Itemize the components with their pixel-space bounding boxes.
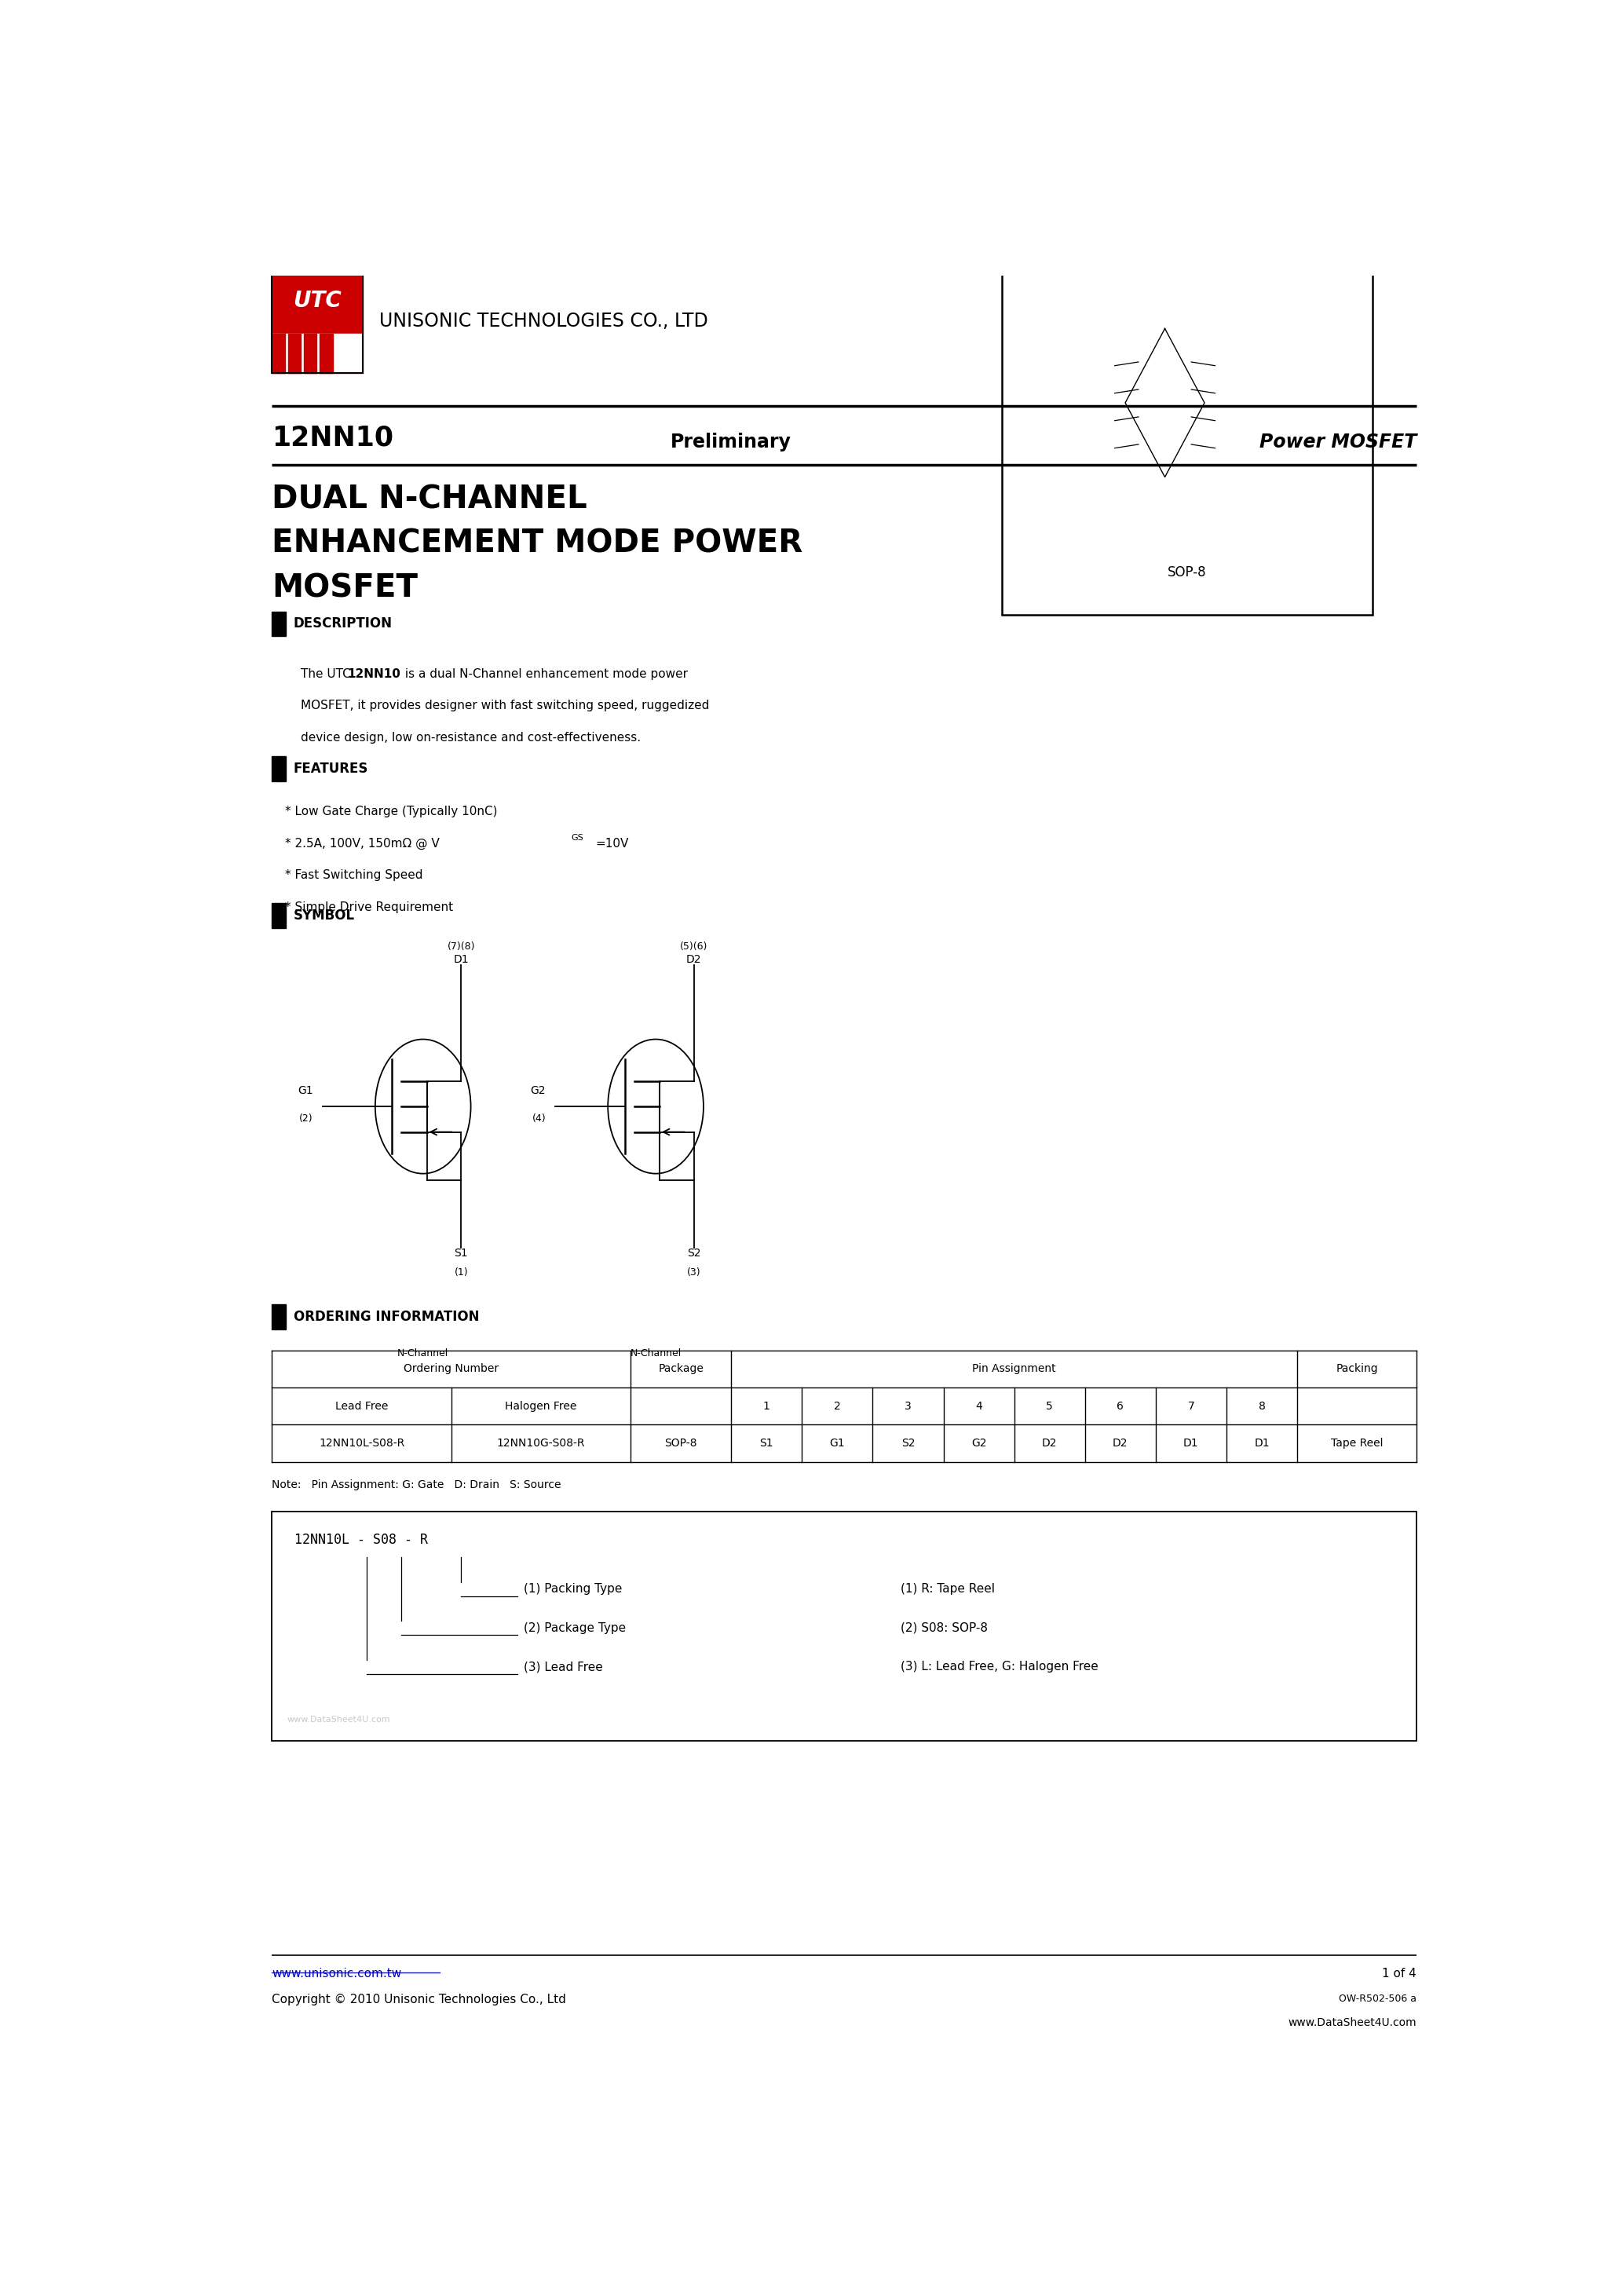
Text: GS: GS	[571, 833, 584, 843]
Bar	[273, 271, 362, 372]
Text: UTC: UTC	[294, 289, 341, 312]
Text: Note:   Pin Assignment: G: Gate   D: Drain   S: Source: Note: Pin Assignment: G: Gate D: Drain S…	[273, 1479, 562, 1490]
Text: G1: G1	[297, 1086, 313, 1097]
Bar	[273, 1304, 286, 1329]
Text: (3) Lead Free: (3) Lead Free	[524, 1660, 602, 1674]
Text: OW-R502-506 a: OW-R502-506 a	[1339, 1993, 1417, 2004]
Bar	[273, 333, 362, 372]
Text: G1: G1	[829, 1437, 846, 1449]
Text: (2): (2)	[299, 1114, 313, 1123]
Text: (1) R: Tape Reel: (1) R: Tape Reel	[901, 1584, 995, 1596]
Text: D2: D2	[1113, 1437, 1128, 1449]
Text: 12NN10: 12NN10	[347, 668, 401, 680]
Text: SOP-8: SOP-8	[1167, 565, 1206, 579]
Text: (3) L: Lead Free, G: Halogen Free: (3) L: Lead Free, G: Halogen Free	[901, 1660, 1099, 1674]
Text: Package: Package	[659, 1364, 703, 1375]
Text: D1: D1	[1183, 1437, 1199, 1449]
Text: (4): (4)	[532, 1114, 545, 1123]
Text: ENHANCEMENT MODE POWER: ENHANCEMENT MODE POWER	[273, 528, 803, 560]
Text: (2) S08: SOP-8: (2) S08: SOP-8	[901, 1621, 988, 1635]
Text: N-Channel: N-Channel	[630, 1348, 682, 1359]
Text: (5)(6): (5)(6)	[680, 941, 708, 953]
Text: 12NN10L - S08 - R: 12NN10L - S08 - R	[295, 1531, 428, 1548]
Text: (1): (1)	[454, 1267, 467, 1279]
Text: The UTC: The UTC	[300, 668, 355, 680]
Text: Copyright © 2010 Unisonic Technologies Co., Ltd: Copyright © 2010 Unisonic Technologies C…	[273, 1993, 566, 2007]
Text: MOSFET: MOSFET	[273, 572, 419, 604]
Bar	[273, 333, 286, 372]
Text: D1: D1	[453, 955, 469, 964]
Text: 1: 1	[763, 1401, 769, 1412]
Text: DESCRIPTION: DESCRIPTION	[294, 618, 393, 631]
Text: Pin Assignment: Pin Assignment	[972, 1364, 1057, 1375]
Text: S2: S2	[901, 1437, 915, 1449]
Bar	[320, 333, 333, 372]
Text: G2: G2	[971, 1437, 987, 1449]
Text: S2: S2	[687, 1247, 701, 1258]
Text: S1: S1	[760, 1437, 774, 1449]
Text: 8: 8	[1258, 1401, 1266, 1412]
Text: N-Channel: N-Channel	[398, 1348, 448, 1359]
Text: www.DataSheet4U.com: www.DataSheet4U.com	[287, 1715, 391, 1724]
Text: MOSFET, it provides designer with fast switching speed, ruggedized: MOSFET, it provides designer with fast s…	[300, 700, 709, 712]
Text: UNISONIC TECHNOLOGIES CO., LTD: UNISONIC TECHNOLOGIES CO., LTD	[378, 312, 708, 331]
Text: www.DataSheet4U.com: www.DataSheet4U.com	[1289, 2016, 1417, 2027]
Text: * Fast Switching Speed: * Fast Switching Speed	[284, 870, 422, 882]
Text: 6: 6	[1117, 1401, 1123, 1412]
Text: Ordering Number: Ordering Number	[404, 1364, 498, 1375]
Text: Packing: Packing	[1336, 1364, 1378, 1375]
Bar	[304, 333, 316, 372]
Text: SOP-8: SOP-8	[664, 1437, 698, 1449]
Text: DUAL N-CHANNEL: DUAL N-CHANNEL	[273, 484, 588, 517]
Text: D1: D1	[1255, 1437, 1269, 1449]
Text: Halogen Free: Halogen Free	[505, 1401, 576, 1412]
Bar	[287, 333, 300, 372]
Bar	[273, 271, 362, 372]
Text: * Low Gate Charge (Typically 10nC): * Low Gate Charge (Typically 10nC)	[284, 806, 497, 817]
Text: is a dual N-Channel enhancement mode power: is a dual N-Channel enhancement mode pow…	[401, 668, 688, 680]
Text: (3): (3)	[687, 1267, 701, 1279]
Text: 1 of 4: 1 of 4	[1383, 1968, 1417, 1979]
Text: S1: S1	[454, 1247, 467, 1258]
Text: =10V: =10V	[596, 838, 628, 850]
Text: 12NN10: 12NN10	[273, 425, 394, 450]
Text: D2: D2	[687, 955, 701, 964]
Bar	[1001, 262, 1373, 615]
Text: Power MOSFET: Power MOSFET	[1259, 434, 1417, 452]
Text: 3: 3	[904, 1401, 912, 1412]
Text: * Simple Drive Requirement: * Simple Drive Requirement	[284, 902, 453, 914]
Text: 5: 5	[1047, 1401, 1053, 1412]
Text: Lead Free: Lead Free	[336, 1401, 388, 1412]
Text: (7)(8): (7)(8)	[448, 941, 476, 953]
Text: G2: G2	[531, 1086, 545, 1097]
Text: (1) Packing Type: (1) Packing Type	[524, 1584, 622, 1596]
Text: 4: 4	[975, 1401, 982, 1412]
Text: 2: 2	[834, 1401, 841, 1412]
Text: Preliminary: Preliminary	[670, 434, 792, 452]
Text: www.unisonic.com.tw: www.unisonic.com.tw	[273, 1968, 403, 1979]
Text: 12NN10G-S08-R: 12NN10G-S08-R	[497, 1437, 584, 1449]
Text: device design, low on-resistance and cost-effectiveness.: device design, low on-resistance and cos…	[300, 732, 641, 744]
Text: (2) Package Type: (2) Package Type	[524, 1621, 626, 1635]
Bar	[273, 755, 286, 781]
Text: SYMBOL: SYMBOL	[294, 909, 355, 923]
Text: 12NN10L-S08-R: 12NN10L-S08-R	[318, 1437, 404, 1449]
Bar	[273, 902, 286, 928]
Text: ORDERING INFORMATION: ORDERING INFORMATION	[294, 1309, 479, 1325]
Text: FEATURES: FEATURES	[294, 762, 368, 776]
Bar	[273, 1511, 1417, 1740]
Bar	[273, 611, 286, 636]
Text: Tape Reel: Tape Reel	[1331, 1437, 1383, 1449]
Text: 7: 7	[1188, 1401, 1195, 1412]
Text: * 2.5A, 100V, 150mΩ @ V: * 2.5A, 100V, 150mΩ @ V	[284, 838, 440, 850]
Text: D2: D2	[1042, 1437, 1057, 1449]
